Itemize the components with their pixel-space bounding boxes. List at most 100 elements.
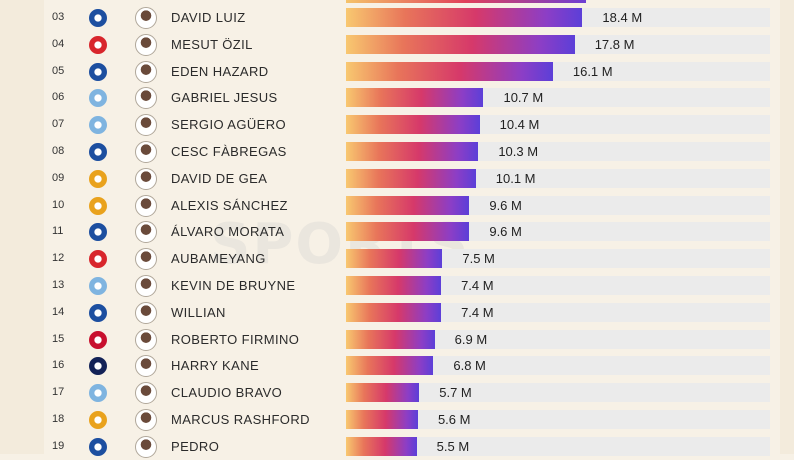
bar-track — [346, 383, 770, 403]
value-label: 7.4 M — [461, 278, 494, 293]
value-label: 10.3 M — [498, 144, 539, 159]
chelsea-crest-icon — [89, 62, 107, 81]
chart-row: 14 WILLIAN 7.4 M — [0, 300, 794, 326]
rank-label: 09 — [52, 171, 65, 184]
rank-label: 04 — [52, 37, 65, 50]
chart-row: 19 PEDRO 5.5 M — [0, 434, 794, 460]
player-avatar — [135, 248, 157, 271]
salary-bar — [346, 8, 583, 27]
player-name: ROBERTO FIRMINO — [171, 331, 300, 347]
chart-row: 08 CESC FÀBREGAS 10.3 M — [0, 139, 794, 165]
value-label: 7.5 M — [462, 251, 495, 267]
player-name: WILLIAN — [171, 304, 226, 320]
bar-track — [346, 410, 770, 429]
salary-bar — [346, 168, 476, 188]
chart-row: 12 AUBAMEYANG 7.5 M — [0, 246, 794, 272]
value-label: 5.5 M — [436, 438, 470, 454]
manchester-united-crest-icon — [89, 196, 107, 215]
player-avatar — [135, 60, 157, 83]
player-avatar — [135, 141, 157, 163]
player-avatar — [135, 221, 157, 244]
right-margin — [780, 0, 794, 454]
value-label: 18.4 M — [602, 10, 643, 25]
salary-bar — [346, 249, 443, 269]
rank-label: 03 — [52, 11, 65, 23]
player-avatar — [135, 275, 157, 297]
salary-bar — [346, 356, 434, 376]
value-label: 10.7 M — [503, 90, 544, 106]
player-avatar — [135, 355, 157, 378]
rank-label: 17 — [52, 386, 65, 399]
player-name: ALEXIS SÁNCHEZ — [171, 197, 288, 213]
manchester-city-crest-icon — [89, 277, 107, 295]
player-avatar — [135, 328, 157, 351]
player-avatar — [135, 167, 157, 190]
chelsea-crest-icon — [89, 303, 107, 322]
rank-label: 15 — [52, 332, 65, 345]
value-label: 10.1 M — [495, 170, 536, 186]
chart-row: 15 ROBERTO FIRMINO 6.9 M — [0, 327, 794, 353]
salary-bar — [346, 195, 470, 215]
salary-bar — [346, 329, 435, 349]
rank-label: 07 — [52, 118, 65, 131]
player-avatar — [135, 194, 157, 217]
value-label: 17.8 M — [594, 36, 635, 52]
player-name: PEDRO — [171, 438, 220, 454]
rank-label: 19 — [52, 439, 65, 452]
value-label: 9.6 M — [489, 197, 522, 213]
rank-label: 12 — [52, 252, 65, 265]
player-name: MARCUS RASHFORD — [171, 412, 310, 427]
salary-bar — [346, 410, 418, 429]
player-name: DAVID LUIZ — [171, 10, 246, 25]
player-name: CESC FÀBREGAS — [171, 144, 287, 159]
manchester-city-crest-icon — [89, 384, 107, 403]
value-label: 16.1 M — [572, 63, 613, 79]
player-avatar — [135, 87, 157, 110]
player-avatar — [135, 435, 157, 458]
bar-track — [346, 302, 770, 322]
rank-label: 14 — [52, 305, 65, 318]
chart-row: 05 EDEN HAZARD 16.1 M — [0, 59, 794, 85]
player-avatar — [135, 7, 157, 29]
chart-row: 04 MESUT ÖZIL 17.8 M — [0, 32, 794, 58]
salary-bar — [346, 142, 479, 161]
tottenham-crest-icon — [89, 357, 107, 376]
liverpool-crest-icon — [89, 330, 107, 349]
player-name: HARRY KANE — [171, 358, 260, 374]
previous-row-bar-edge — [346, 0, 586, 3]
chelsea-crest-icon — [89, 223, 107, 242]
arsenal-crest-icon — [89, 250, 107, 269]
bar-track — [346, 276, 770, 295]
salary-bar — [346, 302, 442, 322]
rank-label: 16 — [52, 359, 65, 372]
chart-row: 06 GABRIEL JESUS 10.7 M — [0, 85, 794, 111]
chart-row: 13 KEVIN DE BRUYNE 7.4 M — [0, 273, 794, 299]
salary-bar — [346, 222, 470, 242]
player-name: AUBAMEYANG — [171, 251, 266, 267]
player-avatar — [135, 409, 157, 431]
salary-bar — [346, 436, 417, 456]
player-name: MESUT ÖZIL — [171, 36, 253, 52]
manchester-city-crest-icon — [89, 116, 107, 135]
salary-bar — [346, 61, 553, 81]
chart-row: 11 ÁLVARO MORATA 9.6 M — [0, 219, 794, 245]
chart-row: 17 CLAUDIO BRAVO 5.7 M — [0, 380, 794, 406]
player-name: DAVID DE GEA — [171, 170, 268, 186]
rank-label: 11 — [52, 225, 64, 238]
chart-row: 09 DAVID DE GEA 10.1 M — [0, 166, 794, 192]
bar-track — [346, 249, 770, 269]
value-label: 7.4 M — [461, 304, 494, 320]
value-label: 9.6 M — [489, 224, 522, 240]
player-name: SERGIO AGÜERO — [171, 117, 287, 133]
player-avatar — [135, 33, 157, 56]
rank-label: 06 — [52, 91, 65, 104]
rank-label: 13 — [52, 279, 65, 291]
manchester-city-crest-icon — [89, 89, 107, 108]
salary-bar — [346, 34, 575, 54]
rank-label: 10 — [52, 198, 65, 211]
chelsea-crest-icon — [89, 9, 107, 27]
chart-row: 16 HARRY KANE 6.8 M — [0, 353, 794, 379]
rank-label: 05 — [52, 64, 65, 77]
value-label: 5.7 M — [439, 385, 472, 401]
